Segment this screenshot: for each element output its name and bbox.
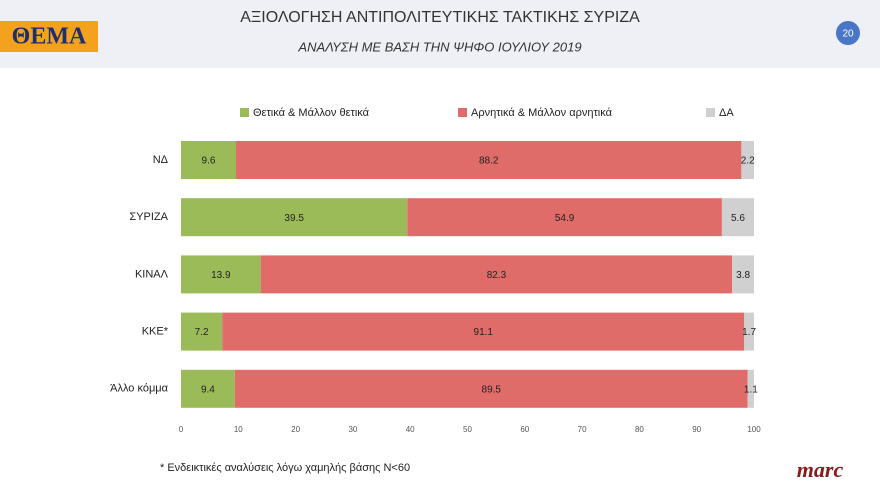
y-tick-label: ΚΚΕ* <box>142 326 169 338</box>
y-tick-label: ΝΔ <box>153 154 169 166</box>
bar-segment <box>181 369 235 408</box>
bar-segment <box>181 255 261 294</box>
data-label: 9.4 <box>201 384 215 395</box>
chart-subtitle: ΑΝΑΛΥΣΗ ΜΕ ΒΑΣΗ ΤΗΝ ΨΗΦΟ ΙΟΥΛΙΟΥ 2019 <box>297 39 581 54</box>
logo-box <box>0 21 98 52</box>
bar-segment <box>744 312 754 351</box>
x-tick-label: 0 <box>179 425 184 434</box>
chart-title: ΑΞΙΟΛΟΓΗΣΗ ΑΝΤΙΠΟΛΙΤΕΥΤΙΚΗΣ ΤΑΚΤΙΚΗΣ ΣΥΡ… <box>240 9 640 26</box>
bar-segment <box>721 198 754 237</box>
page-badge <box>836 21 860 45</box>
x-tick-label: 30 <box>348 425 357 434</box>
bar-segment <box>747 369 754 408</box>
bar-segment <box>741 141 754 179</box>
data-label: 5.6 <box>731 213 745 224</box>
data-label: 2.2 <box>741 156 755 167</box>
bar-segment <box>234 369 748 408</box>
data-label: 54.9 <box>555 213 575 224</box>
x-tick-label: 70 <box>578 425 587 434</box>
bar-segment <box>732 255 754 294</box>
bar-segment <box>222 312 745 351</box>
legend-label: Θετικά & Μάλλον θετικά <box>253 107 370 119</box>
legend-swatch <box>240 108 249 117</box>
x-tick-label: 20 <box>291 425 300 434</box>
bar-segment <box>181 141 237 179</box>
data-label: 7.2 <box>195 327 209 338</box>
data-label: 1.7 <box>742 327 756 338</box>
x-tick-label: 90 <box>692 425 701 434</box>
page-number: 20 <box>842 29 854 40</box>
logo: ΘΕΜΑ <box>12 24 87 50</box>
y-tick-label: Άλλο κόμμα <box>110 383 169 395</box>
x-tick-label: 10 <box>234 425 243 434</box>
brand: marc <box>797 457 844 482</box>
data-label: 39.5 <box>284 213 304 224</box>
data-label: 89.5 <box>482 384 502 395</box>
x-tick-label: 40 <box>406 425 415 434</box>
legend-swatch <box>458 108 467 117</box>
x-tick-label: 100 <box>747 425 761 434</box>
data-label: 9.6 <box>202 156 216 167</box>
data-label: 82.3 <box>487 270 507 281</box>
legend-label: Αρνητικά & Μάλλον αρνητικά <box>471 107 613 119</box>
data-label: 88.2 <box>479 156 499 167</box>
bar-segment <box>181 198 408 237</box>
data-label: 1.1 <box>744 384 758 395</box>
y-tick-label: ΣΥΡΙΖΑ <box>129 211 168 223</box>
data-label: 13.9 <box>211 270 231 281</box>
data-label: 3.8 <box>736 270 750 281</box>
bar-segment <box>260 255 733 294</box>
x-tick-label: 60 <box>520 425 529 434</box>
x-tick-label: 50 <box>463 425 472 434</box>
bar-segment <box>407 198 722 237</box>
header-band <box>0 0 880 68</box>
data-label: 91.1 <box>474 327 494 338</box>
legend-label: ΔΑ <box>719 107 734 119</box>
footnote: * Ενδεικτικές αναλύσεις λόγω χαμηλής βάσ… <box>160 462 410 474</box>
y-tick-label: ΚΙΝΑΛ <box>135 268 169 280</box>
x-tick-label: 80 <box>635 425 644 434</box>
bar-segment <box>236 141 742 179</box>
bar-segment <box>181 312 223 351</box>
legend-swatch <box>706 108 715 117</box>
